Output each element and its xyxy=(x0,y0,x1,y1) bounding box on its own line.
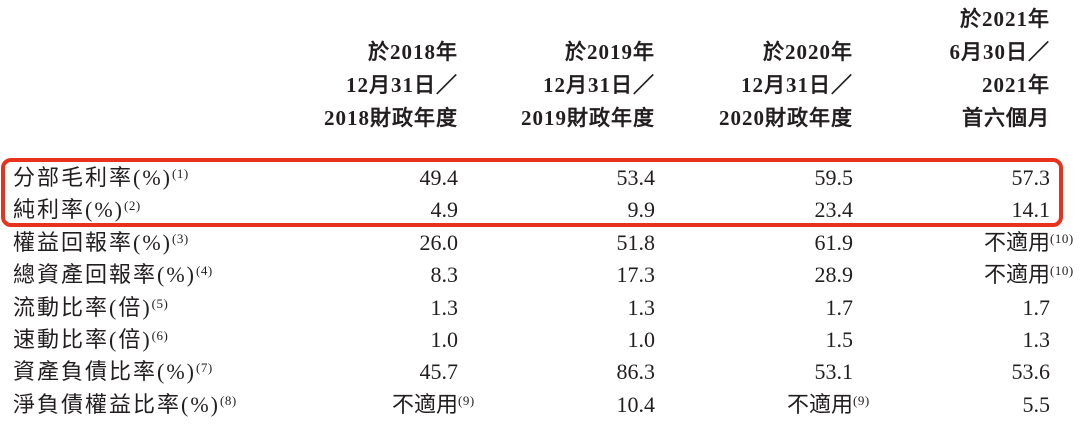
cell-value: 61.9 xyxy=(814,229,854,255)
metric-name: 純利率(%) xyxy=(13,197,124,223)
table-row: 總資產回報率(%)(4) 8.3 17.3 28.9 不適用(10) xyxy=(0,259,1080,291)
row-label: 流動比率(倍)(5) xyxy=(0,292,320,324)
cell-value: 17.3 xyxy=(616,262,656,288)
footnote-ref: (8) xyxy=(219,392,237,408)
column-header-fy2019: 於2019年 12月31日／ 2019財政年度 xyxy=(521,40,655,130)
footnote-ref: (6) xyxy=(151,328,169,344)
cell-value: 1.0 xyxy=(627,327,656,353)
column-header-2021-six-months: 於2021年 6月30日／ 2021年 首六個月 xyxy=(949,7,1050,130)
row-label: 速動比率(倍)(6) xyxy=(0,324,320,356)
financial-ratios-table: 於2018年 12月31日／ 2018財政年度 於2019年 12月31日／ 2… xyxy=(0,0,1080,421)
row-label: 淨負債權益比率(%)(8) xyxy=(0,389,320,421)
cell-value: 26.0 xyxy=(419,229,459,255)
cell-value: 53.6 xyxy=(1011,359,1051,385)
cell-value: 86.3 xyxy=(616,359,656,385)
footnote-ref: (5) xyxy=(151,295,169,311)
column-header-label xyxy=(0,0,320,162)
cell-value: 5.5 xyxy=(1022,391,1051,417)
row-label: 總資產回報率(%)(4) xyxy=(0,259,320,291)
footnote-ref: (1) xyxy=(171,166,189,181)
cell-value: 49.4 xyxy=(419,165,459,190)
cell-value: 不適用(10) xyxy=(983,262,1074,288)
cell-value: 1.5 xyxy=(825,327,854,353)
cell-value: 不適用(10) xyxy=(983,229,1074,255)
row-label: 純利率(%)(2) xyxy=(0,194,320,226)
footnote-ref: (3) xyxy=(171,230,189,246)
cell-value: 1.3 xyxy=(430,294,459,320)
metric-name: 淨負債權益比率(%) xyxy=(13,391,220,417)
cell-value: 14.1 xyxy=(1011,197,1051,223)
row-label: 權益回報率(%)(3) xyxy=(0,227,320,259)
footnote-ref: (4) xyxy=(195,263,213,279)
cell-value: 9.9 xyxy=(627,197,656,223)
cell-value: 不適用(9) xyxy=(391,391,475,417)
cell-value: 4.9 xyxy=(430,197,459,223)
cell-value: 1.7 xyxy=(1022,294,1051,320)
cell-value: 51.8 xyxy=(616,229,656,255)
metric-name: 分部毛利率(%) xyxy=(13,165,172,190)
metric-name: 權益回報率(%) xyxy=(13,229,172,255)
cell-value: 1.3 xyxy=(627,294,656,320)
cell-value: 1.7 xyxy=(825,294,854,320)
cell-value: 不適用(9) xyxy=(786,391,870,417)
footnote-ref: (2) xyxy=(123,198,141,214)
table-row: 純利率(%)(2) 4.9 9.9 23.4 14.1 xyxy=(0,194,1080,226)
footnote-ref: (7) xyxy=(195,360,213,376)
column-header-fy2018: 於2018年 12月31日／ 2018財政年度 xyxy=(324,40,458,130)
metric-name: 總資產回報率(%) xyxy=(13,262,196,288)
header-row: 於2018年 12月31日／ 2018財政年度 於2019年 12月31日／ 2… xyxy=(0,0,1080,162)
cell-value: 1.3 xyxy=(1022,327,1051,353)
metric-name: 流動比率(倍) xyxy=(13,294,152,320)
cell-value: 8.3 xyxy=(430,262,459,288)
cell-value: 57.3 xyxy=(1011,165,1051,190)
table-row: 分部毛利率(%)(1) 49.4 53.4 59.5 57.3 xyxy=(0,162,1080,194)
cell-value: 23.4 xyxy=(814,197,854,223)
cell-value: 45.7 xyxy=(419,359,459,385)
cell-value: 53.1 xyxy=(814,359,854,385)
cell-value: 10.4 xyxy=(616,391,656,417)
table-row: 流動比率(倍)(5) 1.3 1.3 1.7 1.7 xyxy=(0,292,1080,324)
row-label: 分部毛利率(%)(1) xyxy=(0,162,320,194)
cell-value: 1.0 xyxy=(430,327,459,353)
cell-value: 59.5 xyxy=(814,165,854,190)
table-row: 淨負債權益比率(%)(8) 不適用(9) 10.4 不適用(9) 5.5 xyxy=(0,389,1080,421)
cell-value: 28.9 xyxy=(814,262,854,288)
metric-name: 速動比率(倍) xyxy=(13,327,152,353)
column-header-fy2020: 於2020年 12月31日／ 2020財政年度 xyxy=(719,40,853,130)
cell-value: 53.4 xyxy=(616,165,656,190)
metric-name: 資產負債比率(%) xyxy=(13,359,196,385)
table-row: 速動比率(倍)(6) 1.0 1.0 1.5 1.3 xyxy=(0,324,1080,356)
row-label: 資產負債比率(%)(7) xyxy=(0,356,320,388)
table-row: 資產負債比率(%)(7) 45.7 86.3 53.1 53.6 xyxy=(0,356,1080,388)
table-row: 權益回報率(%)(3) 26.0 51.8 61.9 不適用(10) xyxy=(0,227,1080,259)
